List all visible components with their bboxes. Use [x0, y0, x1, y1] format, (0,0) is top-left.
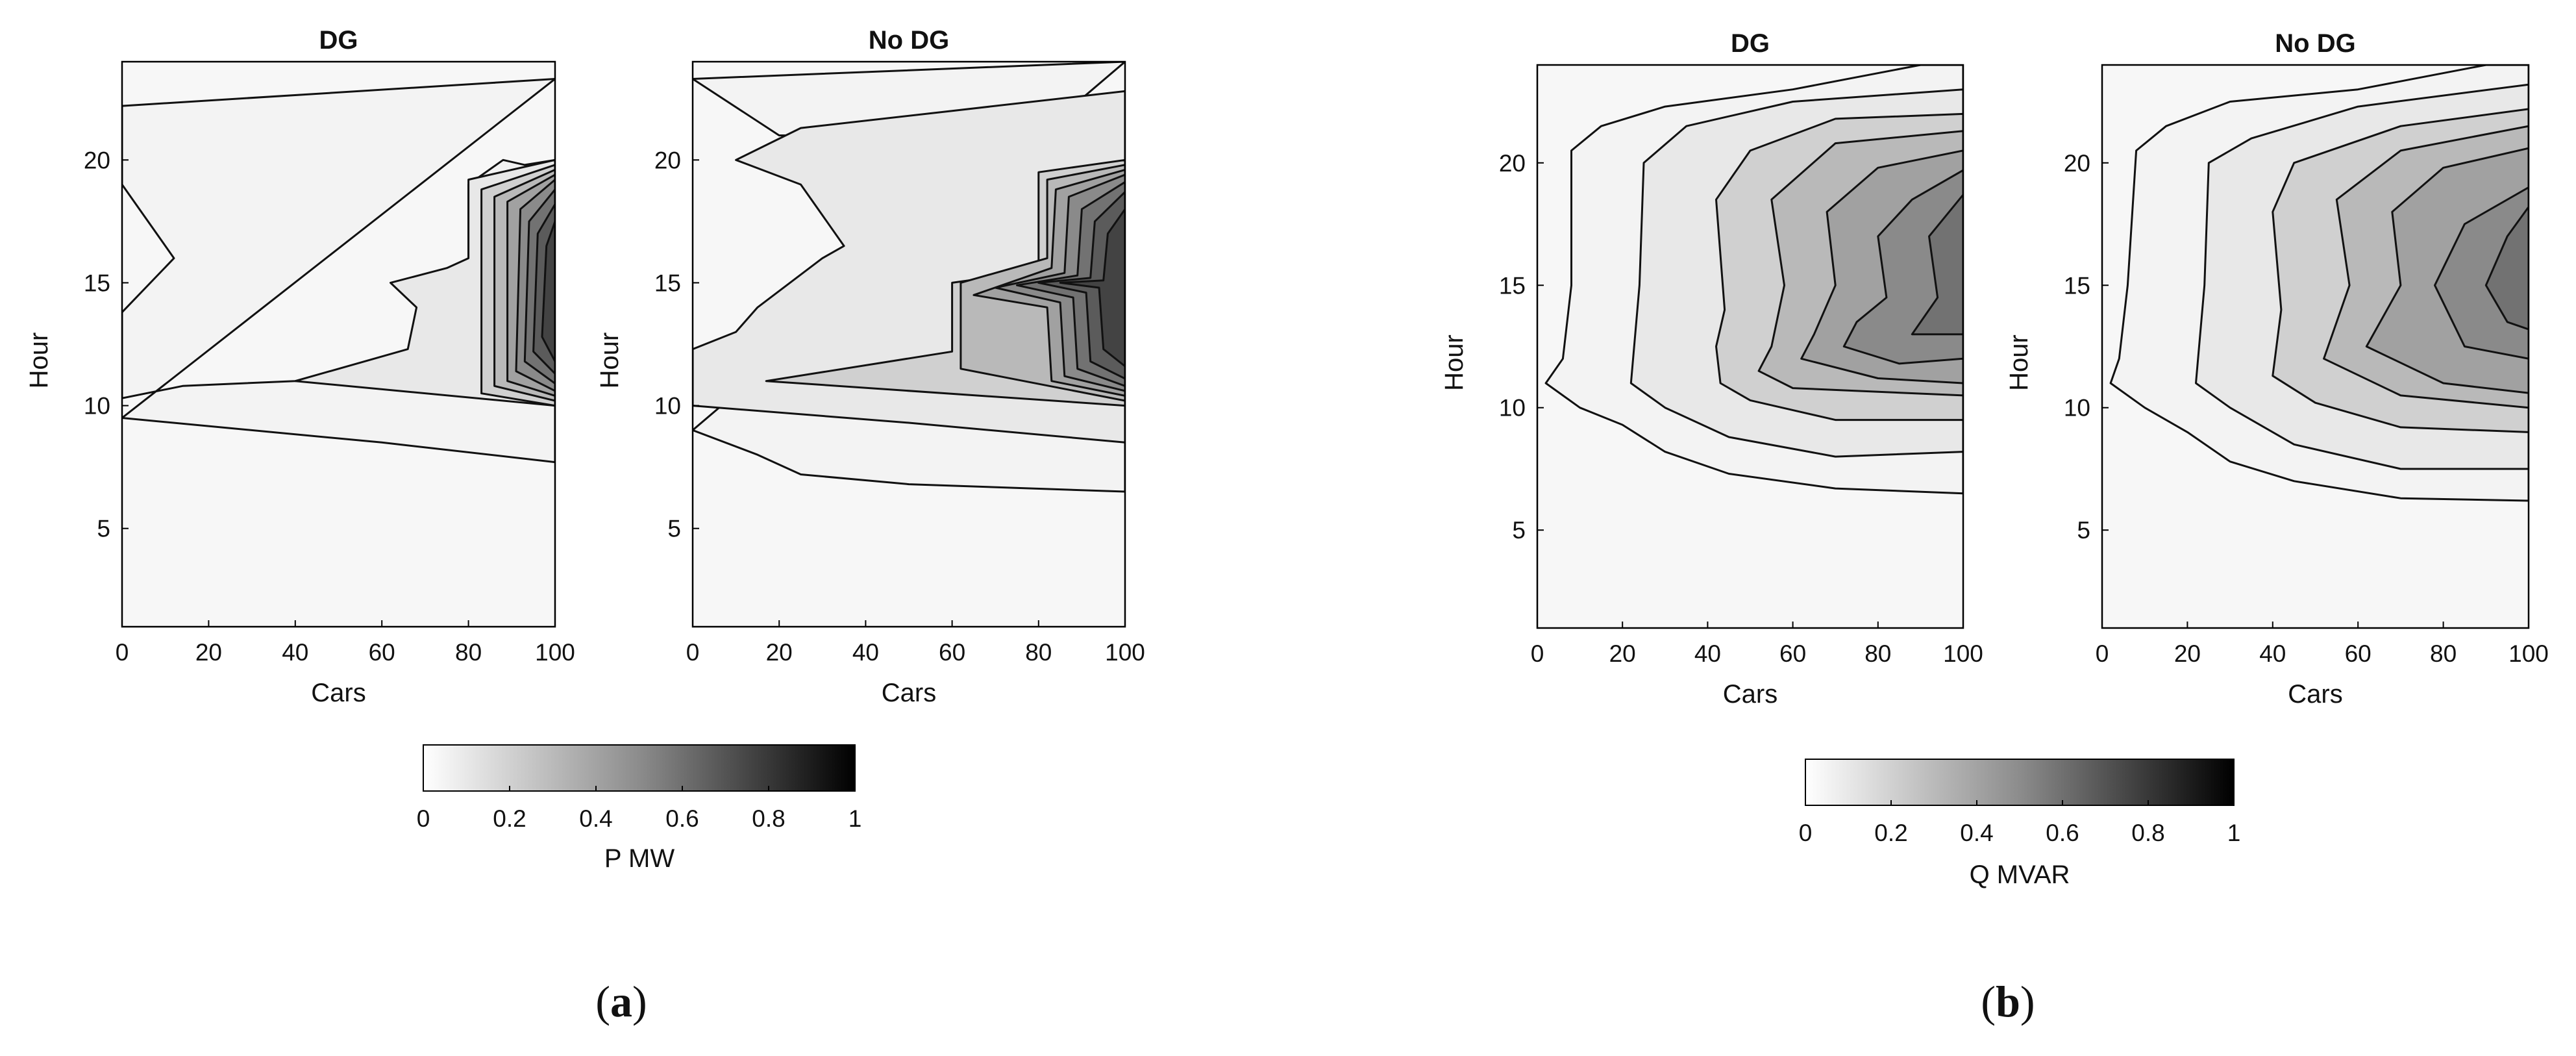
colorbar-b-gradient [1805, 759, 2235, 806]
colorbar-tick-label: 0.6 [665, 805, 699, 832]
y-tick-label: 15 [84, 270, 110, 296]
x-tick-label: 20 [1609, 640, 1636, 667]
x-tick-label: 80 [1864, 640, 1891, 667]
y-tick-label: 5 [2077, 517, 2090, 544]
y-tick-label: 20 [654, 147, 681, 173]
axes-frame [121, 60, 556, 628]
x-axis-label: Cars [311, 679, 365, 707]
x-tick-label: 0 [2096, 640, 2109, 667]
contour-level-7 [2484, 206, 2529, 331]
x-tick-label: 40 [1694, 640, 1721, 667]
y-tick-label: 5 [97, 516, 110, 542]
contour-plot-1: 0 20 40 60 80 100 5 10 15 20 DG Cars Hour [25, 26, 575, 707]
y-axis-label: Hour [595, 333, 624, 389]
colorbar-tick-label: 0.6 [2046, 820, 2079, 846]
x-tick-label: 80 [1025, 639, 1052, 666]
contour-level-9 [1059, 208, 1125, 368]
colorbar-tick-label: 0 [1799, 820, 1813, 846]
colorbar-tick-label: 0.8 [752, 805, 785, 832]
y-tick-label: 10 [654, 393, 681, 420]
x-tick-label: 20 [766, 639, 793, 666]
axes-frame [691, 60, 1126, 628]
y-axis-label: Hour [1440, 334, 1468, 391]
x-tick-label: 0 [1531, 640, 1544, 667]
y-axis-label: Hour [2005, 334, 2033, 391]
colorbar-tick-label: 0.8 [2131, 820, 2164, 846]
x-tick-label: 0 [116, 639, 129, 666]
contour-level-9 [541, 220, 555, 362]
colorbar-a-label: P MW [604, 844, 675, 873]
colorbar-tick-label: 1 [848, 805, 862, 832]
contour-plot-4: 0 20 40 60 80 100 5 10 15 20 No DG Cars Hour [2005, 29, 2549, 709]
caption-b: (b) [1981, 977, 2035, 1026]
axes-frame [1536, 64, 1964, 629]
colorbar-tick-label: 1 [2227, 820, 2241, 846]
y-tick-label: 20 [2064, 150, 2090, 177]
x-tick-label: 40 [282, 639, 308, 666]
y-tick-label: 10 [1499, 395, 1526, 421]
x-axis-label: Cars [2288, 680, 2342, 709]
plot-subtitle: No DG [869, 26, 949, 55]
x-axis-label: Cars [1723, 680, 1777, 709]
contour-plot-2: 0 20 40 60 80 100 5 10 15 20 No DG Cars Hour [595, 26, 1145, 707]
x-tick-label: 100 [1105, 639, 1145, 666]
y-tick-label: 15 [1499, 272, 1526, 299]
y-tick-label: 20 [84, 147, 110, 173]
x-tick-label: 80 [2430, 640, 2457, 667]
caption-a: (a) [595, 977, 647, 1026]
x-tick-label: 60 [939, 639, 965, 666]
x-axis-label: Cars [882, 679, 936, 707]
y-tick-label: 15 [654, 270, 681, 296]
plot-subtitle: No DG [2275, 29, 2355, 58]
colorbar-tick-label: 0.2 [493, 805, 526, 832]
colorbar-b-label: Q MVAR [1970, 861, 2070, 889]
x-tick-label: 40 [852, 639, 879, 666]
contour-level-7 [1911, 194, 1963, 336]
plot-subtitle: DG [1731, 29, 1770, 58]
x-tick-label: 100 [2508, 640, 2549, 667]
x-tick-label: 60 [369, 639, 395, 666]
y-tick-label: 5 [1512, 517, 1526, 544]
colorbar-tick-label: 0 [417, 805, 430, 832]
x-tick-label: 20 [195, 639, 222, 666]
plot-subtitle: DG [319, 26, 358, 55]
axes-frame [2101, 64, 2530, 629]
x-tick-label: 0 [686, 639, 700, 666]
x-tick-label: 60 [2345, 640, 2372, 667]
colorbar-tick-label: 0.4 [579, 805, 612, 832]
contour-plot-3: 0 20 40 60 80 100 5 10 15 20 DG Cars Hour [1440, 29, 1983, 709]
x-tick-label: 20 [2174, 640, 2201, 667]
x-tick-label: 40 [2259, 640, 2286, 667]
x-tick-label: 80 [455, 639, 482, 666]
colorbar-b: 0 0.2 0.4 0.6 0.8 1 Q MVAR [1799, 759, 2241, 889]
colorbar-a-gradient [423, 744, 856, 792]
y-tick-label: 20 [1499, 150, 1526, 177]
x-tick-label: 100 [1943, 640, 1983, 667]
x-tick-label: 60 [1779, 640, 1806, 667]
y-tick-label: 10 [84, 393, 110, 420]
y-tick-label: 10 [2064, 395, 2090, 421]
colorbar-tick-label: 0.2 [1874, 820, 1907, 846]
y-axis-label: Hour [25, 333, 53, 389]
colorbar-tick-label: 0.4 [1960, 820, 1993, 846]
y-tick-label: 5 [667, 516, 681, 542]
y-tick-label: 15 [2064, 272, 2090, 299]
x-tick-label: 100 [535, 639, 575, 666]
colorbar-a: 0 0.2 0.4 0.6 0.8 1 P MW [417, 744, 862, 873]
